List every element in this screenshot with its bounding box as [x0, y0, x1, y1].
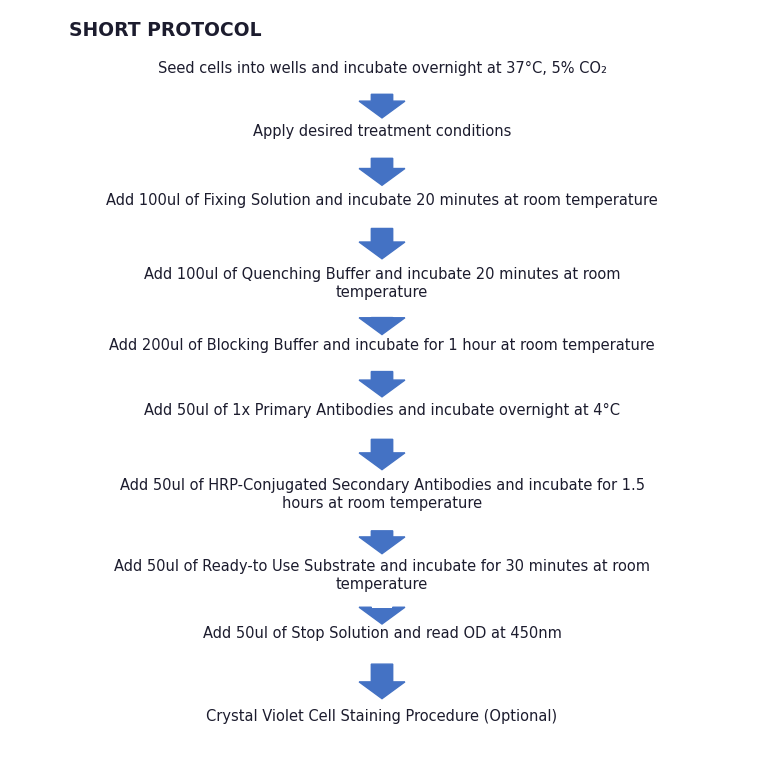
- Polygon shape: [359, 371, 405, 397]
- Text: Add 50ul of 1x Primary Antibodies and incubate overnight at 4°C: Add 50ul of 1x Primary Antibodies and in…: [144, 403, 620, 419]
- Text: Add 100ul of Quenching Buffer and incubate 20 minutes at room
temperature: Add 100ul of Quenching Buffer and incuba…: [144, 267, 620, 299]
- Text: Add 50ul of Stop Solution and read OD at 450nm: Add 50ul of Stop Solution and read OD at…: [202, 626, 562, 642]
- Text: Add 50ul of HRP-Conjugated Secondary Antibodies and incubate for 1.5
hours at ro: Add 50ul of HRP-Conjugated Secondary Ant…: [119, 478, 645, 510]
- Text: Add 50ul of Ready-to Use Substrate and incubate for 30 minutes at room
temperatu: Add 50ul of Ready-to Use Substrate and i…: [114, 559, 650, 591]
- Polygon shape: [359, 158, 405, 186]
- Polygon shape: [359, 531, 405, 554]
- Text: Crystal Violet Cell Staining Procedure (Optional): Crystal Violet Cell Staining Procedure (…: [206, 709, 558, 724]
- Text: Seed cells into wells and incubate overnight at 37°C, 5% CO₂: Seed cells into wells and incubate overn…: [157, 61, 607, 76]
- Text: Add 200ul of Blocking Buffer and incubate for 1 hour at room temperature: Add 200ul of Blocking Buffer and incubat…: [109, 338, 655, 353]
- Text: Apply desired treatment conditions: Apply desired treatment conditions: [253, 124, 511, 139]
- Polygon shape: [359, 439, 405, 470]
- Polygon shape: [359, 664, 405, 698]
- Polygon shape: [359, 318, 405, 335]
- Polygon shape: [359, 607, 405, 624]
- Polygon shape: [359, 94, 405, 118]
- Text: SHORT PROTOCOL: SHORT PROTOCOL: [69, 21, 261, 40]
- Text: Add 100ul of Fixing Solution and incubate 20 minutes at room temperature: Add 100ul of Fixing Solution and incubat…: [106, 193, 658, 208]
- Polygon shape: [359, 228, 405, 259]
